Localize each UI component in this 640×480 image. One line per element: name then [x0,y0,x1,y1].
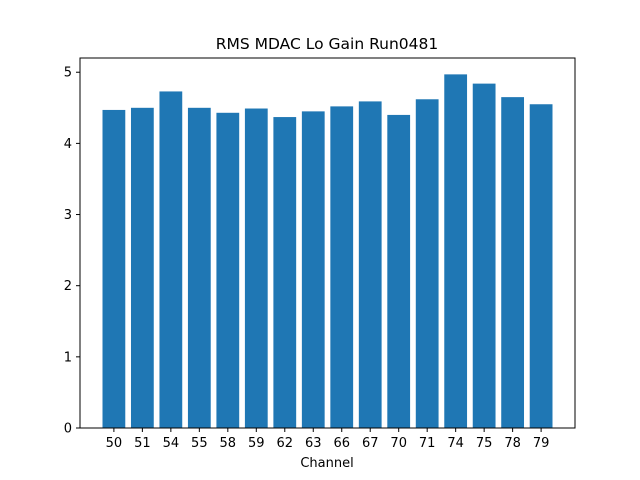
x-tick-label: 79 [533,436,550,451]
bar-channel-67 [358,101,382,429]
bar-channel-66 [330,106,354,428]
y-tick-label: 5 [64,66,72,81]
x-tick-label: 55 [191,436,208,451]
bars-group [102,74,553,429]
x-tick-label: 67 [362,436,379,451]
bar-channel-74 [444,74,468,429]
x-axis-label: Channel [300,456,353,471]
bar-channel-55 [187,107,211,428]
bar-channel-79 [529,104,553,428]
bar-channel-63 [301,111,325,429]
bar-channel-75 [472,83,496,429]
x-axis-ticks: 50 51 54 55 58 59 62 63 66 67 70 71 74 75 78 79 [106,428,550,451]
y-tick-label: 0 [64,422,72,437]
x-tick-label: 54 [163,436,180,451]
bar-channel-62 [273,117,297,428]
y-tick-label: 1 [64,350,72,365]
y-axis-ticks: 0 1 2 3 4 5 [64,66,80,437]
x-tick-label: 59 [248,436,265,451]
bar-channel-59 [244,108,268,429]
y-tick-label: 4 [64,137,72,152]
y-tick-label: 2 [64,279,72,294]
x-tick-label: 75 [476,436,493,451]
x-tick-label: 71 [419,436,436,451]
x-tick-label: 78 [504,436,521,451]
x-tick-label: 70 [390,436,407,451]
x-tick-label: 50 [106,436,123,451]
x-tick-label: 58 [220,436,237,451]
x-tick-label: 66 [333,436,350,451]
bar-channel-50 [102,109,126,428]
x-tick-label: 62 [277,436,294,451]
bar-channel-54 [159,91,183,428]
plot-area-frame [79,57,576,429]
y-tick-label: 3 [64,208,72,223]
chart-title: RMS MDAC Lo Gain Run0481 [216,35,439,53]
bar-channel-78 [501,97,525,428]
bar-channel-70 [387,114,411,429]
bar-channel-51 [130,107,154,428]
bar-channel-71 [415,99,439,429]
x-tick-label: 51 [134,436,151,451]
x-tick-label: 63 [305,436,322,451]
x-tick-label: 74 [447,436,464,451]
bar-channel-58 [216,112,240,428]
